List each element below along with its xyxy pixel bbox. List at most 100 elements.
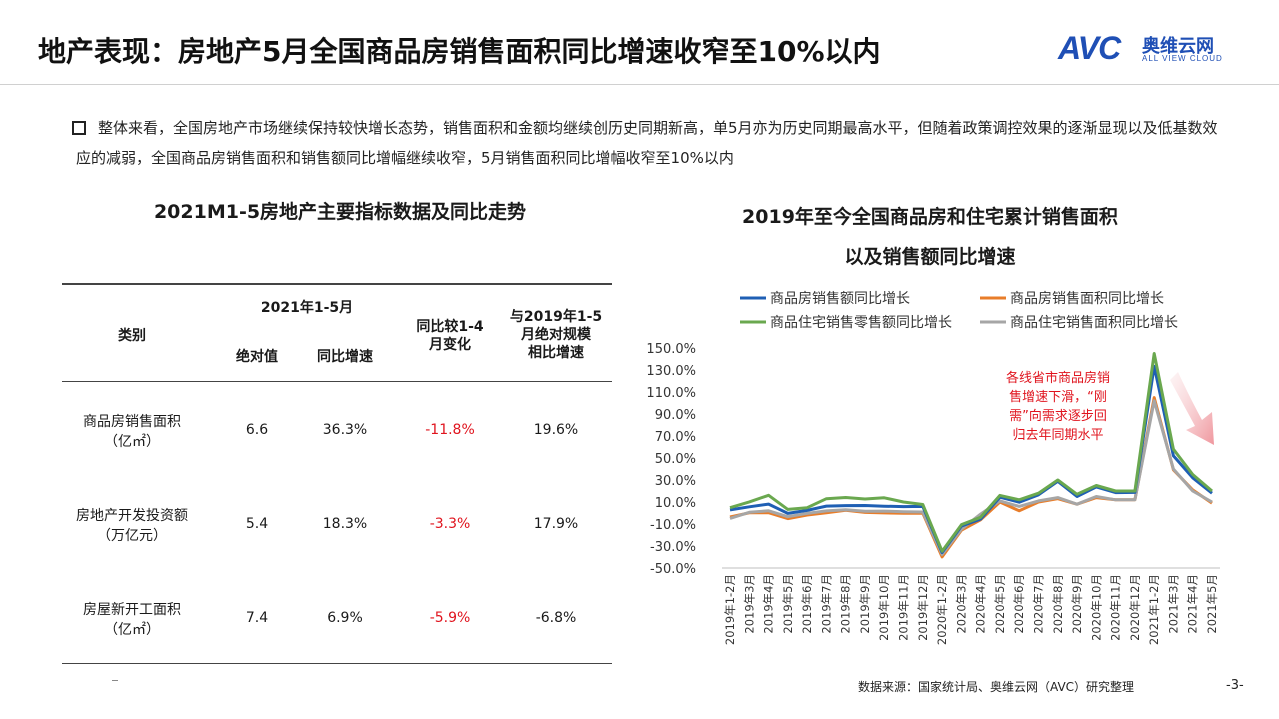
stray-dash [112,680,118,681]
logo-mark: AVC [1058,30,1121,66]
y-tick-label: -10.0% [650,518,696,533]
annotation-line-3: 需”向需求逐步回 [1009,408,1107,424]
annotation-line-4: 归去年同期水平 [1012,428,1103,443]
x-tick-label: 2019年1-2月 [723,574,737,645]
x-tick-label: 2019年9月 [858,574,872,634]
header-change-line-1: 同比较1-4 [416,319,484,335]
logo-chinese-name: 奥维云网 [1142,36,1214,57]
row-1-name-line-2: （亿㎡） [104,434,160,450]
row-2-yoy: 18.3% [322,516,368,532]
row-3-name-line-1: 房屋新开工面积 [83,602,181,618]
x-tick-label: 2020年1-2月 [935,574,949,645]
y-tick-label: -30.0% [650,540,696,555]
x-tick-label: 2020年7月 [1031,574,1045,634]
series-line-3 [729,352,1213,553]
data-source: 数据来源：国家统计局、奥维云网（AVC）研究整理 [858,680,1135,694]
logo-english-name: ALL VIEW CLOUD [1142,54,1223,63]
row-3-yoy: 6.9% [327,610,363,626]
page-title: 地产表现：房地产5月全国商品房销售面积同比增速收窄至10%以内 [38,35,881,68]
y-tick-label: 30.0% [655,474,696,489]
x-tick-label: 2019年8月 [839,574,853,634]
row-1-change: -11.8% [425,422,475,438]
row-2-name-line-1: 房地产开发投资额 [76,508,188,524]
row-1-name: 商品房销售面积 （亿㎡） [62,412,202,452]
title-divider [0,84,1279,85]
x-tick-label: 2020年12月 [1128,574,1142,641]
chart-title: 2019年至今全国商品房和住宅累计销售面积 以及销售额同比增速 [640,197,1220,277]
row-2-abs: 5.4 [245,516,269,532]
x-tick-label: 2019年12月 [916,574,930,641]
table-top-rule [62,283,612,285]
x-tick-label: 2019年6月 [800,574,814,634]
row-1-abs: 6.6 [245,422,269,438]
row-3-name-line-2: （亿㎡） [104,622,160,638]
downtrend-arrow-icon [1170,372,1214,445]
y-tick-label: -50.0% [650,562,696,577]
row-2-name: 房地产开发投资额 （万亿元） [62,506,202,546]
y-tick-label: 90.0% [655,408,696,423]
legend-label-2: 商品房销售面积同比增长 [1010,291,1164,307]
y-tick-label: 50.0% [655,452,696,467]
header-vs-2019: 与2019年1-5 月绝对规模 相比增速 [500,308,612,362]
row-2-name-line-2: （万亿元） [97,528,167,544]
x-tick-label: 2021年3月 [1166,574,1180,634]
header-change-line-2: 月变化 [429,337,471,353]
summary-text: 整体来看，全国房地产市场继续保持较快增长态势，销售面积和金额均继续创历史同期新高… [76,119,1218,167]
x-tick-label: 2019年7月 [819,574,833,634]
x-tick-label: 2021年1-2月 [1147,574,1161,645]
header-vs-2019-line-1: 与2019年1-5 [509,309,603,325]
chart-title-line-1: 2019年至今全国商品房和住宅累计销售面积 [742,206,1118,228]
x-tick-label: 2019年10月 [877,574,891,641]
row-3-vs-2019: -6.8% [535,610,577,626]
x-tick-label: 2020年9月 [1070,574,1084,634]
table-title: 2021M1-5房地产主要指标数据及同比走势 [153,201,527,223]
page-number: -3- [1226,678,1244,693]
y-tick-label: 130.0% [646,364,696,379]
x-tick-label: 2020年10月 [1089,574,1103,641]
y-tick-label: 70.0% [655,430,696,445]
row-3-name: 房屋新开工面积 （亿㎡） [62,600,202,640]
chart-title-line-2: 以及销售额同比增速 [844,246,1016,268]
row-1-name-line-1: 商品房销售面积 [83,414,181,430]
x-tick-label: 2020年8月 [1051,574,1065,634]
header-category: 类别 [118,328,146,344]
y-tick-label: 10.0% [655,496,696,511]
header-yoy: 同比增速 [317,349,373,365]
square-bullet-icon [72,121,86,135]
row-2-vs-2019: 17.9% [533,516,579,532]
legend-label-3: 商品住宅销售零售额同比增长 [770,315,952,331]
x-tick-label: 2019年11月 [897,574,911,641]
x-tick-label: 2020年11月 [1109,574,1123,641]
header-period: 2021年1-5月 [260,300,354,316]
x-tick-label: 2019年3月 [742,574,756,634]
annotation-line-2: 售增速下滑，“刚 [1009,389,1107,405]
x-tick-label: 2021年5月 [1205,574,1219,634]
y-tick-label: 110.0% [646,386,696,401]
row-1-yoy: 36.3% [322,422,368,438]
annotation-line-1: 各线省市商品房销 [1006,370,1110,386]
row-3-change: -5.9% [429,610,471,626]
x-tick-label: 2019年5月 [781,574,795,634]
header-vs-2019-line-2: 月绝对规模 [521,327,591,343]
header-absolute: 绝对值 [236,349,278,365]
x-tick-label: 2020年6月 [1012,574,1026,634]
header-change: 同比较1-4 月变化 [400,318,500,354]
x-tick-label: 2019年4月 [762,574,776,634]
avc-logo: AVC 奥维云网 ALL VIEW CLOUD [1058,30,1258,74]
table-header-rule [62,381,612,382]
summary-paragraph: 整体来看，全国房地产市场继续保持较快增长态势，销售面积和金额均继续创历史同期新高… [72,113,1226,173]
series-line-4 [729,399,1213,556]
legend-label-1: 商品房销售额同比增长 [770,291,910,307]
row-2-change: -3.3% [429,516,471,532]
x-tick-label: 2020年3月 [954,574,968,634]
y-tick-label: 150.0% [646,342,696,357]
table-bottom-rule [62,663,612,664]
legend-label-4: 商品住宅销售面积同比增长 [1010,315,1178,331]
header-vs-2019-line-3: 相比增速 [528,345,584,361]
x-tick-label: 2021年4月 [1186,574,1200,634]
row-1-vs-2019: 19.6% [533,422,579,438]
x-tick-label: 2020年4月 [974,574,988,634]
row-3-abs: 7.4 [245,610,269,626]
x-tick-label: 2020年5月 [993,574,1007,634]
